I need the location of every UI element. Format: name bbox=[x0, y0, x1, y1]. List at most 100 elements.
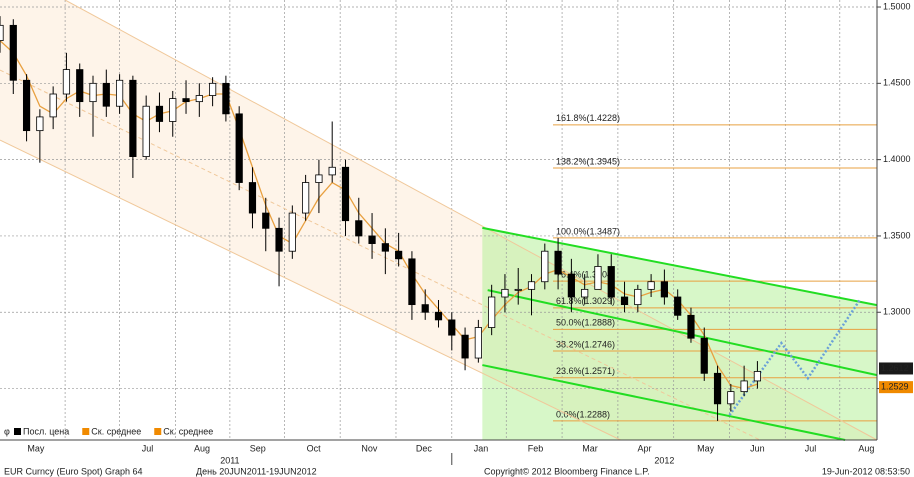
candle-body bbox=[753, 371, 762, 382]
candle-body bbox=[554, 250, 562, 275]
candle-body bbox=[9, 24, 17, 81]
candle-body bbox=[209, 82, 217, 96]
x-tick-label: Oct bbox=[307, 443, 322, 453]
y-tick-label: 1.3500 bbox=[883, 230, 911, 240]
x-tick-label: Nov bbox=[361, 443, 378, 453]
candle-body bbox=[474, 327, 482, 359]
last-value-label: 1.2612 bbox=[881, 363, 909, 373]
trend-line bbox=[482, 226, 878, 307]
fib-label: 23.6%(1.2571) bbox=[556, 366, 615, 376]
fib-label: 100.0%(1.3487) bbox=[556, 226, 620, 236]
candle-body bbox=[421, 304, 429, 313]
candle-body bbox=[488, 296, 496, 328]
moving-average bbox=[0, 40, 758, 390]
candle-body bbox=[501, 288, 509, 298]
candle-body bbox=[355, 220, 363, 237]
candle-body bbox=[381, 243, 389, 252]
candle-body bbox=[262, 212, 270, 229]
x-tick-label: Jan bbox=[474, 443, 489, 453]
x-tick-label: Feb bbox=[528, 443, 544, 453]
candle-body bbox=[647, 281, 655, 290]
legend-icon: φ bbox=[4, 426, 10, 436]
candle-body bbox=[288, 212, 296, 252]
candle-body bbox=[142, 105, 150, 157]
x-tick-label: Apr bbox=[637, 443, 651, 453]
candle-body bbox=[581, 288, 589, 298]
legend-swatch bbox=[154, 428, 162, 435]
x-tick-label: Jul bbox=[142, 443, 154, 453]
candle-body bbox=[102, 82, 110, 107]
last-value-badge bbox=[879, 362, 913, 375]
x-tick-label: Sep bbox=[250, 443, 266, 453]
candle-body bbox=[607, 266, 615, 298]
candle-body bbox=[302, 182, 310, 214]
fib-label: 50.0%(1.2888) bbox=[556, 318, 615, 328]
candle-body bbox=[461, 334, 469, 359]
last-value-badge bbox=[879, 381, 913, 394]
candle-body bbox=[448, 319, 456, 336]
fib-label: 38.2%(1.2746) bbox=[556, 339, 615, 349]
candle-body bbox=[594, 266, 602, 290]
trend-line bbox=[0, 139, 621, 441]
candle-body bbox=[368, 235, 376, 244]
candle-body bbox=[408, 258, 416, 306]
footer-range: День 20JUN2011-19JUN2012 bbox=[196, 466, 317, 476]
legend-label: Ск. среднее bbox=[91, 426, 141, 436]
candle-body bbox=[328, 166, 336, 176]
candle-body bbox=[674, 296, 682, 316]
candle-body bbox=[22, 79, 31, 132]
candle-body bbox=[713, 372, 722, 405]
trend-line bbox=[64, 0, 878, 441]
legend-label: Посл. цена bbox=[23, 426, 69, 436]
y-tick-label: 1.3000 bbox=[883, 307, 911, 317]
trend-line bbox=[482, 364, 846, 441]
x-tick-label: Aug bbox=[858, 443, 874, 453]
candle-body bbox=[129, 79, 137, 157]
candle-body bbox=[341, 166, 350, 222]
fib-label: 0.0%(1.2288) bbox=[556, 409, 610, 419]
candle-body bbox=[567, 273, 575, 298]
candle-body bbox=[727, 391, 735, 405]
candle-body bbox=[115, 79, 124, 107]
year-label: 2012 bbox=[654, 455, 674, 465]
candle-body bbox=[182, 98, 190, 103]
legend-swatch bbox=[14, 428, 21, 435]
fib-label: 161.8%(1.4228) bbox=[556, 113, 620, 123]
candle-body bbox=[36, 116, 44, 132]
y-tick-label: 1.5000 bbox=[883, 1, 911, 11]
x-tick-label: Aug bbox=[194, 443, 210, 453]
candle-body bbox=[0, 24, 4, 41]
candle-body bbox=[620, 296, 629, 306]
footer-timestamp: 19-Jun-2012 08:53:50 bbox=[822, 466, 910, 476]
legend-swatch bbox=[82, 428, 90, 435]
candle-body bbox=[62, 69, 71, 95]
candle-body bbox=[248, 182, 257, 214]
candle-body bbox=[235, 113, 243, 183]
candle-body bbox=[634, 288, 642, 306]
x-tick-label: Dec bbox=[416, 443, 433, 453]
last-value-label: 1.2529 bbox=[881, 382, 909, 392]
fib-label: 76.4%(1.3204) bbox=[556, 269, 615, 279]
x-tick-label: Jun bbox=[750, 443, 765, 453]
plot-layer: 161.8%(1.4228) 138.2%(1.3945) 100.0%(1.348… bbox=[0, 0, 878, 441]
trend-line bbox=[0, 69, 761, 441]
year-label: 2011 bbox=[220, 455, 239, 465]
candle-body bbox=[76, 69, 84, 103]
footer-copyright: Copyright© 2012 Bloomberg Finance L.P. bbox=[484, 466, 650, 476]
y-tick-label: 1.4000 bbox=[883, 154, 911, 164]
candle-body bbox=[222, 82, 230, 115]
candle-body bbox=[541, 250, 549, 283]
candle-body bbox=[395, 250, 403, 260]
candle-body bbox=[49, 93, 57, 118]
candle-body bbox=[195, 95, 203, 103]
candle-body bbox=[155, 105, 164, 122]
candle-body bbox=[315, 174, 323, 183]
candle-body bbox=[514, 288, 522, 291]
trend-line bbox=[487, 289, 878, 377]
x-tick-label: Jul bbox=[805, 443, 817, 453]
x-tick-label: May bbox=[27, 443, 45, 453]
legend-label: Ск. среднее bbox=[163, 426, 213, 436]
fib-label: 61.8%(1.3029) bbox=[556, 296, 615, 306]
candle-body bbox=[527, 281, 536, 290]
